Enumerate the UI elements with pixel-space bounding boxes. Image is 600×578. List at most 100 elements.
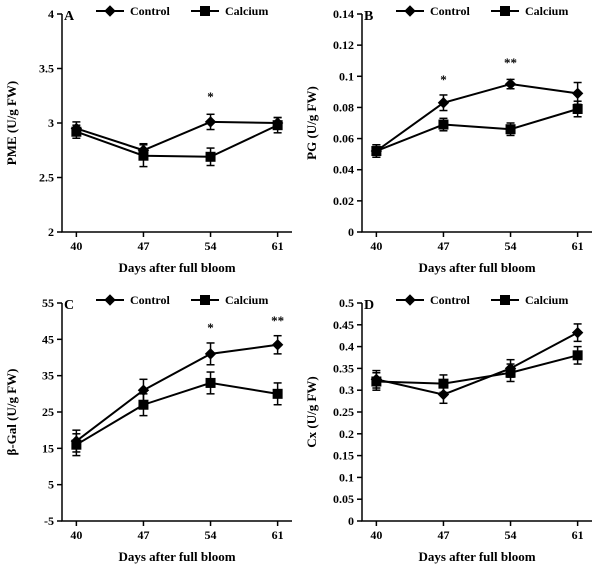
marker-control [273,340,283,350]
legend-label-calcium: Calcium [225,293,268,307]
y-tick-label: 0.1 [339,69,354,83]
y-axis-label: PME (U/g FW) [4,81,19,165]
y-tick-label: 0.14 [333,7,354,21]
x-axis-label: Days after full bloom [418,549,535,564]
marker-control [506,79,516,89]
panel-C: -55152535455540475461Days after full blo… [0,289,300,578]
significance-marker: ** [271,313,284,328]
y-tick-label: 0.5 [339,296,354,310]
panel-D: 00.050.10.150.20.250.30.350.40.450.54047… [300,289,600,578]
legend-marker-icon [105,6,115,16]
marker-calcium [206,152,215,161]
y-tick-label: 0.15 [333,449,354,463]
marker-calcium [439,120,448,129]
y-tick-label: 0.2 [339,427,354,441]
legend-label-control: Control [130,293,170,307]
x-tick-label: 40 [370,239,382,253]
x-tick-label: 47 [137,528,149,542]
legend-label-control: Control [430,4,470,18]
y-tick-label: 0.1 [339,470,354,484]
legend-label-control: Control [130,4,170,18]
marker-control [206,349,216,359]
y-tick-label: 0.12 [333,38,354,52]
y-axis-label: PG (U/g FW) [304,86,319,160]
legend-marker-icon [405,6,415,16]
y-tick-label: 0.02 [333,194,354,208]
y-tick-label: 2 [48,225,54,239]
y-tick-label: 35 [42,369,54,383]
y-tick-label: 3 [48,116,54,130]
y-tick-label: 4 [48,7,54,21]
x-axis-label: Days after full bloom [118,549,235,564]
x-tick-label: 61 [272,239,284,253]
significance-marker: * [440,72,447,87]
series-line-calcium [76,125,277,157]
marker-calcium [72,127,81,136]
significance-marker: * [207,320,214,335]
y-axis-label: β-Gal (U/g FW) [4,368,19,455]
x-tick-label: 54 [505,239,517,253]
legend-marker-icon [201,7,210,16]
legend: Control Calcium [396,293,568,307]
panel-letter: B [364,9,373,24]
legend-marker-icon [501,7,510,16]
legend-label-control: Control [430,293,470,307]
panel-letter: D [364,298,374,313]
y-tick-label: 0.08 [333,100,354,114]
y-tick-label: 2.5 [39,171,54,185]
x-tick-label: 47 [437,528,449,542]
y-tick-label: 0.45 [333,318,354,332]
y-tick-label: 0.04 [333,163,354,177]
y-tick-label: 0 [348,225,354,239]
panel-A: 22.533.5440475461Days after full bloomPM… [0,0,300,289]
panel-B: 00.020.040.060.080.10.120.1440475461Days… [300,0,600,289]
y-tick-label: 15 [42,441,54,455]
x-tick-label: 47 [137,239,149,253]
x-tick-label: 61 [272,528,284,542]
y-tick-label: 0.35 [333,361,354,375]
x-tick-label: 54 [205,528,217,542]
significance-marker: ** [504,55,517,70]
x-tick-label: 40 [70,239,82,253]
series-line-calcium [76,383,277,445]
axes [62,303,292,521]
marker-calcium [439,379,448,388]
marker-calcium [372,377,381,386]
significance-marker: * [207,89,214,104]
x-tick-label: 54 [205,239,217,253]
marker-control [206,117,216,127]
legend-marker-icon [105,295,115,305]
marker-calcium [506,368,515,377]
marker-calcium [273,121,282,130]
panel-letter: A [64,9,75,24]
legend: Control Calcium [96,4,268,18]
y-tick-label: 55 [42,296,54,310]
y-tick-label: 0.4 [339,340,354,354]
marker-calcium [273,389,282,398]
figure-grid: 22.533.5440475461Days after full bloomPM… [0,0,600,578]
axes [362,14,592,232]
y-tick-label: 0.05 [333,492,354,506]
legend-label-calcium: Calcium [225,4,268,18]
series-line-calcium [376,355,577,383]
legend-label-calcium: Calcium [525,293,568,307]
marker-control [573,328,583,338]
marker-calcium [506,125,515,134]
y-tick-label: 0 [348,514,354,528]
axes [362,303,592,521]
y-tick-label: 0.3 [339,383,354,397]
legend: Control Calcium [396,4,568,18]
legend-marker-icon [405,295,415,305]
y-tick-label: 45 [42,332,54,346]
y-tick-label: 0.25 [333,405,354,419]
marker-calcium [72,440,81,449]
legend-marker-icon [201,296,210,305]
y-tick-label: 5 [48,478,54,492]
marker-control [573,88,583,98]
x-tick-label: 47 [437,239,449,253]
y-tick-label: -5 [44,514,54,528]
series-line-control [76,122,277,150]
marker-calcium [206,378,215,387]
y-tick-label: 25 [42,405,54,419]
legend-label-calcium: Calcium [525,4,568,18]
